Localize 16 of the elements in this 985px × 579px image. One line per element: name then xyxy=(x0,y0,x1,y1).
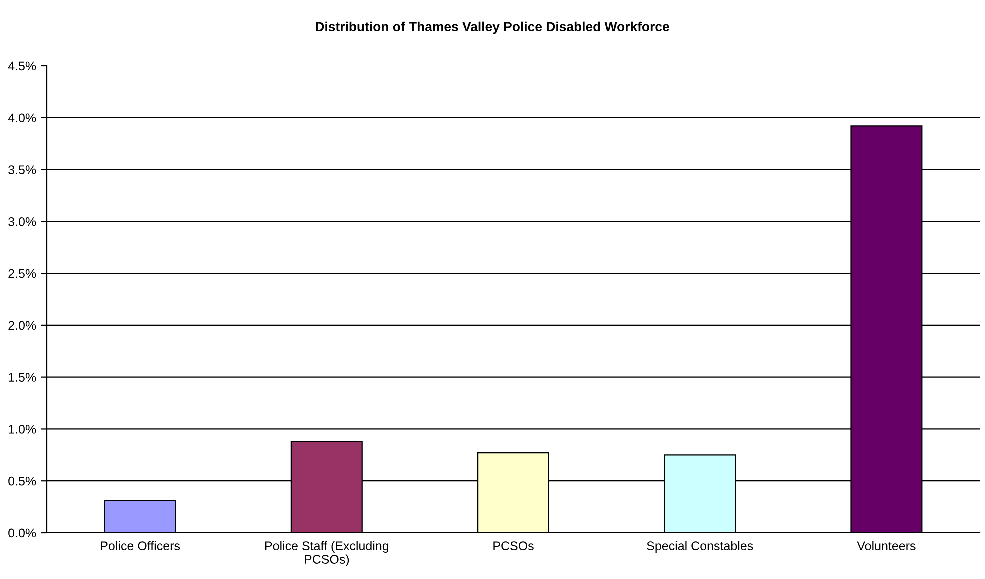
y-tick-label: 1.0% xyxy=(9,425,36,434)
y-tick-label: 4.0% xyxy=(8,114,36,123)
x-tick-label: Police Staff (Excluding PCSOs) xyxy=(266,541,389,566)
y-tick-label: 0.0% xyxy=(8,528,36,538)
y-tick-label: 2.5% xyxy=(8,269,36,278)
y-tick-label: 1.5% xyxy=(9,373,36,382)
x-tick-label: PCSOs xyxy=(494,542,534,551)
x-tick-label: Police Officers xyxy=(101,541,180,551)
y-tick-label: 2.0% xyxy=(8,321,36,330)
y-tick-label: 3.0% xyxy=(8,217,36,226)
x-tick-label: Volunteers xyxy=(857,541,916,551)
y-tick-label: 4.5% xyxy=(8,62,36,71)
y-tick-label: 3.5% xyxy=(8,166,36,174)
x-tick-label: Special Constables xyxy=(647,541,754,553)
chart-title: Distribution of Thames Valley Police Disabled Workforce xyxy=(316,22,670,34)
y-tick-label: 0.5% xyxy=(8,476,36,486)
